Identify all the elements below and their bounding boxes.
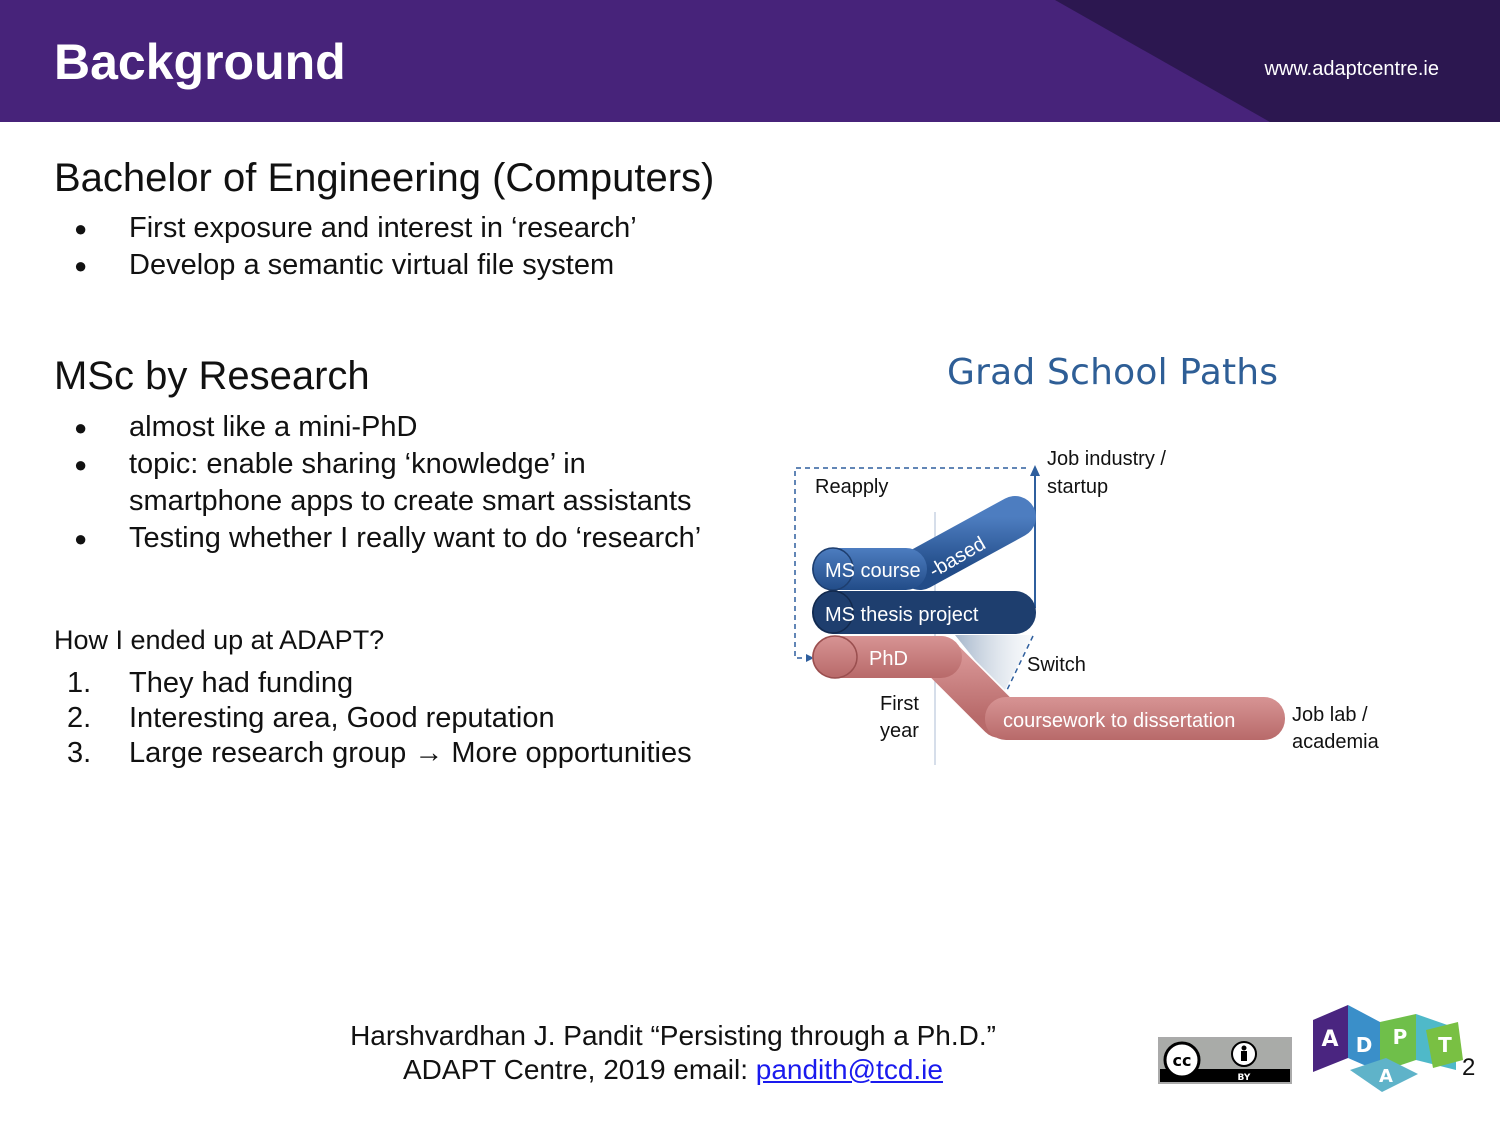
job-lab-label: Job lab / <box>1292 704 1368 726</box>
cc-by-icon: cc BY <box>1160 1039 1290 1083</box>
job-industry-label: Job industry / <box>1047 448 1166 470</box>
slide-header: Background www.adaptcentre.ie <box>0 0 1500 122</box>
first-year-label: First <box>880 693 919 715</box>
bullet-icon: ● <box>74 452 88 477</box>
phd-label: PhD <box>869 648 908 670</box>
bullet-icon: ● <box>74 216 88 241</box>
ms-course-pipe-diagonal <box>899 496 1036 590</box>
svg-text:T: T <box>1438 1033 1452 1057</box>
reapply-label: Reapply <box>815 476 888 498</box>
diagram-title: Grad School Paths <box>947 352 1279 393</box>
first-year-label-2: year <box>880 720 919 742</box>
svg-text:A: A <box>1379 1066 1393 1087</box>
reapply-arrowhead <box>806 654 814 662</box>
phd-pipe-horizontal <box>985 697 1285 740</box>
adapt-question: How I ended up at ADAPT? <box>54 625 385 655</box>
ms-course-pipe <box>812 548 927 590</box>
svg-text:BY: BY <box>1238 1073 1251 1082</box>
list-item: ● Testing whether I really want to do ‘re… <box>54 520 701 557</box>
msc-list: ● almost like a mini-PhD ● topic: enable s… <box>54 409 701 557</box>
cc-by-license-badge[interactable]: cc BY <box>1158 1037 1292 1084</box>
svg-text:cc: cc <box>1173 1051 1192 1070</box>
job-lab-label-2: academia <box>1292 731 1380 753</box>
list-item-continuation: smartphone apps to create smart assistan… <box>129 485 692 517</box>
bachelor-list: ● First exposure and interest in ‘researc… <box>54 210 637 284</box>
numbered-item: 1. They had funding <box>67 667 354 699</box>
switch-wedge <box>955 635 1033 690</box>
adapt-logo: A D P T A <box>1313 1005 1463 1092</box>
list-item: ● First exposure and interest in ‘researc… <box>54 210 637 247</box>
adapt-list: 1. They had funding 2. Interesting area, G… <box>54 666 692 771</box>
slide-title: Background <box>54 34 346 90</box>
ms-course-label: MS course <box>825 560 921 582</box>
list-item: ● topic: enable sharing ‘knowledge’ in <box>54 446 701 483</box>
job-industry-label-2: startup <box>1047 476 1108 498</box>
svg-text:P: P <box>1393 1025 1408 1049</box>
ms-thesis-label: MS thesis project <box>825 604 979 626</box>
switch-label: Switch <box>1027 654 1086 676</box>
email-link[interactable]: pandith@tcd.ie <box>755 1054 943 1085</box>
page-number: 2 <box>1462 1054 1476 1081</box>
bullet-icon: ● <box>74 253 88 278</box>
numbered-item: 2. Interesting area, Good reputation <box>67 702 555 734</box>
ms-thesis-pipe <box>812 591 1036 634</box>
grad-school-paths-diagram: Reapply Job industry / startup MS course… <box>794 448 1380 765</box>
bullet-icon: ● <box>74 526 88 551</box>
bullet-icon: ● <box>74 415 88 440</box>
reapply-arrow <box>794 467 1026 659</box>
switch-arrow <box>1006 635 1034 691</box>
svg-text:D: D <box>1356 1033 1373 1057</box>
industry-arrowhead <box>1030 465 1040 476</box>
list-item: ● almost like a mini-PhD <box>54 409 701 446</box>
coursework-label: coursework to dissertation <box>1003 710 1235 732</box>
bachelor-heading: Bachelor of Engineering (Computers) <box>54 156 715 200</box>
list-item: ● Develop a semantic virtual file system <box>54 247 637 284</box>
numbered-item: 3. Large research group → More opportunit… <box>67 737 692 769</box>
site-url: www.adaptcentre.ie <box>1264 58 1439 80</box>
footer-contact: ADAPT Centre, 2019 email: pandith@tcd.ie <box>403 1054 943 1085</box>
phd-pipe <box>812 636 962 678</box>
svg-text:A: A <box>1321 1027 1338 1052</box>
msc-heading: MSc by Research <box>54 354 370 398</box>
footer-citation: Harshvardhan J. Pandit “Persisting throu… <box>350 1020 996 1051</box>
